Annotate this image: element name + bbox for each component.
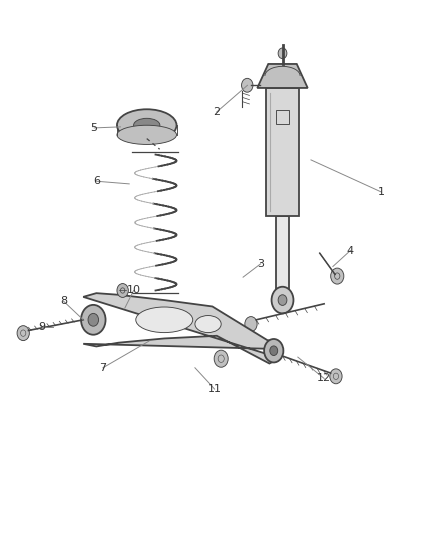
Text: 11: 11 bbox=[208, 384, 222, 394]
Circle shape bbox=[245, 317, 257, 332]
Text: 3: 3 bbox=[257, 259, 264, 269]
Polygon shape bbox=[266, 88, 299, 216]
Circle shape bbox=[88, 313, 99, 326]
Text: 4: 4 bbox=[347, 246, 354, 255]
Circle shape bbox=[272, 287, 293, 313]
Text: 5: 5 bbox=[91, 123, 98, 133]
Text: 9: 9 bbox=[38, 322, 45, 332]
Text: 1: 1 bbox=[378, 187, 385, 197]
Ellipse shape bbox=[136, 307, 193, 333]
Circle shape bbox=[331, 268, 344, 284]
Text: 2: 2 bbox=[213, 107, 220, 117]
Ellipse shape bbox=[134, 118, 160, 132]
Circle shape bbox=[242, 78, 253, 92]
Circle shape bbox=[214, 350, 228, 367]
Circle shape bbox=[278, 48, 287, 59]
Circle shape bbox=[117, 284, 128, 297]
Polygon shape bbox=[276, 216, 289, 290]
Text: 6: 6 bbox=[93, 176, 100, 186]
Text: 8: 8 bbox=[60, 296, 67, 306]
Text: 12: 12 bbox=[317, 374, 331, 383]
Circle shape bbox=[81, 305, 106, 335]
Circle shape bbox=[264, 339, 283, 362]
Polygon shape bbox=[257, 64, 307, 88]
Circle shape bbox=[17, 326, 29, 341]
Ellipse shape bbox=[195, 316, 221, 333]
Circle shape bbox=[278, 295, 287, 305]
Text: 10: 10 bbox=[127, 286, 141, 295]
Polygon shape bbox=[83, 293, 280, 364]
Text: 7: 7 bbox=[99, 363, 106, 373]
Circle shape bbox=[330, 369, 342, 384]
Circle shape bbox=[270, 346, 278, 356]
Ellipse shape bbox=[117, 109, 177, 141]
Ellipse shape bbox=[117, 125, 177, 144]
